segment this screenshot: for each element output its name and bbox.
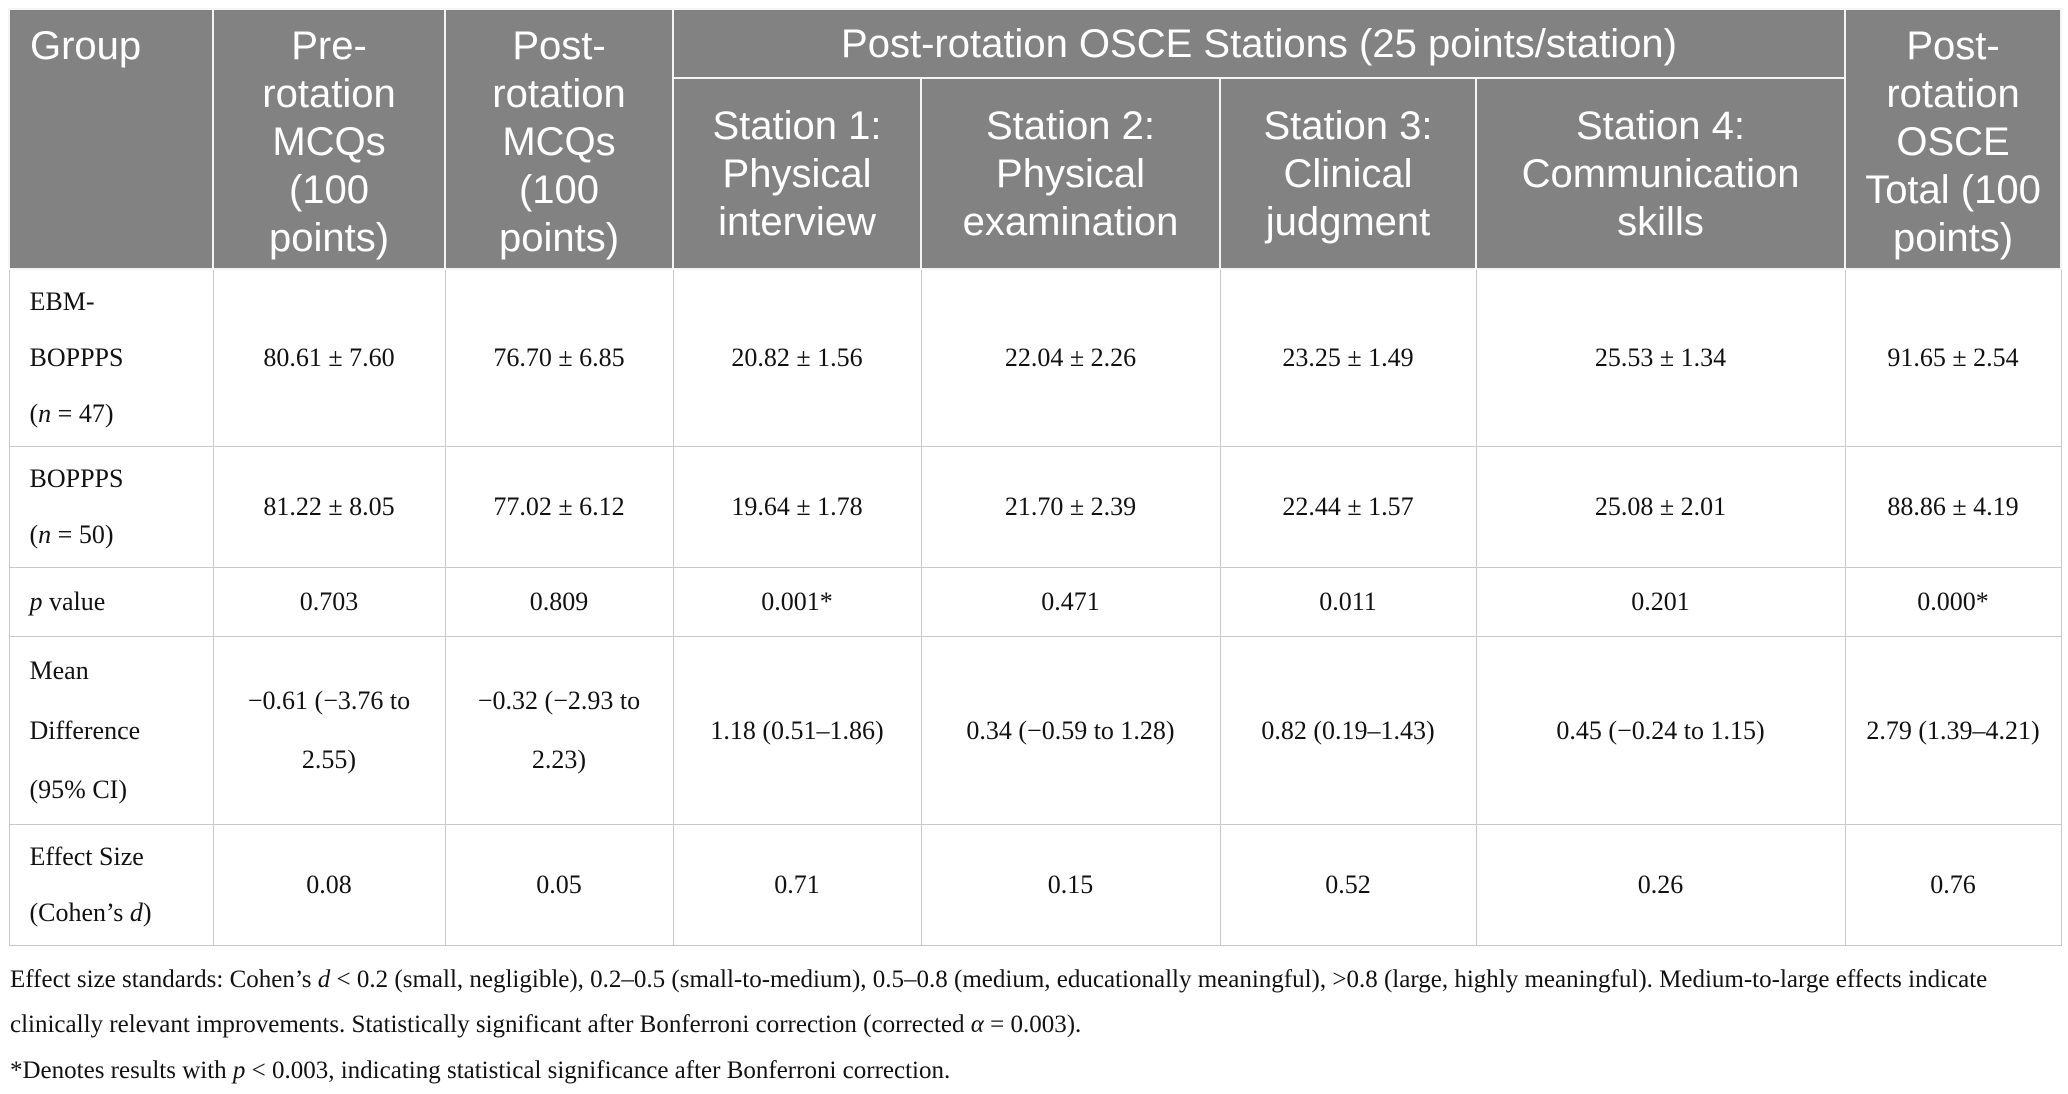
results-table: Group Pre- rotation MCQs (100 points) Po… xyxy=(8,7,2063,947)
data-cell: 19.64 ± 1.78 xyxy=(672,446,922,568)
data-cell: 0.26 xyxy=(1475,824,1846,947)
table-row-p-value: p value 0.703 0.809 0.001* 0.471 0.011 0… xyxy=(8,567,2062,637)
data-cell: −0.32 (−2.93 to 2.23) xyxy=(444,635,674,826)
data-cell: 0.34 (−0.59 to 1.28) xyxy=(920,635,1221,826)
data-cell: 0.52 xyxy=(1219,824,1477,947)
data-cell: 22.04 ± 2.26 xyxy=(920,268,1221,447)
data-cell: 21.70 ± 2.39 xyxy=(920,446,1221,568)
header-station-3: Station 3: Clinical judgment xyxy=(1219,77,1477,270)
table-row-effect-size: Effect Size (Cohen’s d) 0.08 0.05 0.71 0… xyxy=(8,824,2062,947)
data-cell: 22.44 ± 1.57 xyxy=(1219,446,1477,568)
data-cell: 0.45 (−0.24 to 1.15) xyxy=(1475,635,1846,826)
italic-alpha: α xyxy=(970,1010,984,1038)
data-cell: 80.61 ± 7.60 xyxy=(212,268,446,447)
data-cell: 0.76 xyxy=(1844,824,2062,947)
italic-n: n xyxy=(38,520,52,549)
footnote-effect-size-standards: Effect size standards: Cohen’s d < 0.2 (… xyxy=(10,966,1988,1038)
row-label-p-value: p value xyxy=(8,567,214,637)
italic-d: d xyxy=(129,898,143,928)
row-label-boppps: BOPPPS (n = 50) xyxy=(8,446,214,568)
header-pre-rotation-mcqs: Pre- rotation MCQs (100 points) xyxy=(212,8,446,270)
header-osce-total: Post- rotation OSCE Total (100 points) xyxy=(1844,8,2063,270)
data-cell: 2.79 (1.39–4.21) xyxy=(1844,635,2062,826)
data-cell: −0.61 (−3.76 to 2.55) xyxy=(212,635,446,826)
data-cell: 25.53 ± 1.34 xyxy=(1475,268,1846,447)
data-cell: 81.22 ± 8.05 xyxy=(212,446,446,568)
header-station-2: Station 2: Physical examination xyxy=(920,77,1221,270)
data-cell: 0.703 xyxy=(212,567,446,637)
data-cell: 77.02 ± 6.12 xyxy=(444,446,674,568)
italic-p: p xyxy=(29,587,43,616)
table-footnotes: Effect size standards: Cohen’s d < 0.2 (… xyxy=(8,946,2060,1094)
data-cell: 91.65 ± 2.54 xyxy=(1844,268,2062,447)
data-cell: 0.011 xyxy=(1219,567,1477,637)
data-cell: 0.000* xyxy=(1844,567,2062,637)
data-cell: 23.25 ± 1.49 xyxy=(1219,268,1477,447)
table-header: Group Pre- rotation MCQs (100 points) Po… xyxy=(8,7,2063,270)
data-cell: 0.15 xyxy=(920,824,1221,947)
header-station-1: Station 1: Physical interview xyxy=(672,77,922,270)
table-row-boppps: BOPPPS (n = 50) 81.22 ± 8.05 77.02 ± 6.1… xyxy=(8,446,2062,568)
italic-p: p xyxy=(232,1057,246,1085)
footnote-significance: *Denotes results with p < 0.003, indicat… xyxy=(10,1057,951,1085)
header-osce-stations-group: Post-rotation OSCE Stations (25 points/s… xyxy=(671,7,1847,80)
italic-d: d xyxy=(317,966,331,994)
data-cell: 0.08 xyxy=(212,824,446,947)
data-cell: 0.001* xyxy=(672,567,922,637)
row-label-ebm-boppps: EBM- BOPPPS (n = 47) xyxy=(8,268,214,447)
header-group: Group xyxy=(8,8,214,270)
data-cell: 0.809 xyxy=(444,567,674,637)
data-cell: 88.86 ± 4.19 xyxy=(1844,446,2062,568)
table-row-ebm-boppps: EBM- BOPPPS (n = 47) 80.61 ± 7.60 76.70 … xyxy=(8,268,2062,447)
data-cell: 0.471 xyxy=(920,567,1221,637)
data-cell: 0.82 (0.19–1.43) xyxy=(1219,635,1477,826)
data-cell: 1.18 (0.51–1.86) xyxy=(672,635,922,826)
row-label-effect-size: Effect Size (Cohen’s d) xyxy=(8,824,214,947)
header-station-4: Station 4: Communication skills xyxy=(1474,77,1847,270)
table-row-mean-difference: Mean Difference (95% CI) −0.61 (−3.76 to… xyxy=(8,635,2062,826)
data-cell: 0.201 xyxy=(1475,567,1846,637)
header-post-rotation-mcqs: Post- rotation MCQs (100 points) xyxy=(444,8,674,270)
data-cell: 76.70 ± 6.85 xyxy=(444,268,674,447)
row-label-mean-difference: Mean Difference (95% CI) xyxy=(8,635,214,826)
italic-n: n xyxy=(38,399,52,428)
data-cell: 20.82 ± 1.56 xyxy=(672,268,922,447)
data-cell: 25.08 ± 2.01 xyxy=(1475,446,1846,568)
data-cell: 0.05 xyxy=(444,824,674,947)
data-cell: 0.71 xyxy=(672,824,922,947)
